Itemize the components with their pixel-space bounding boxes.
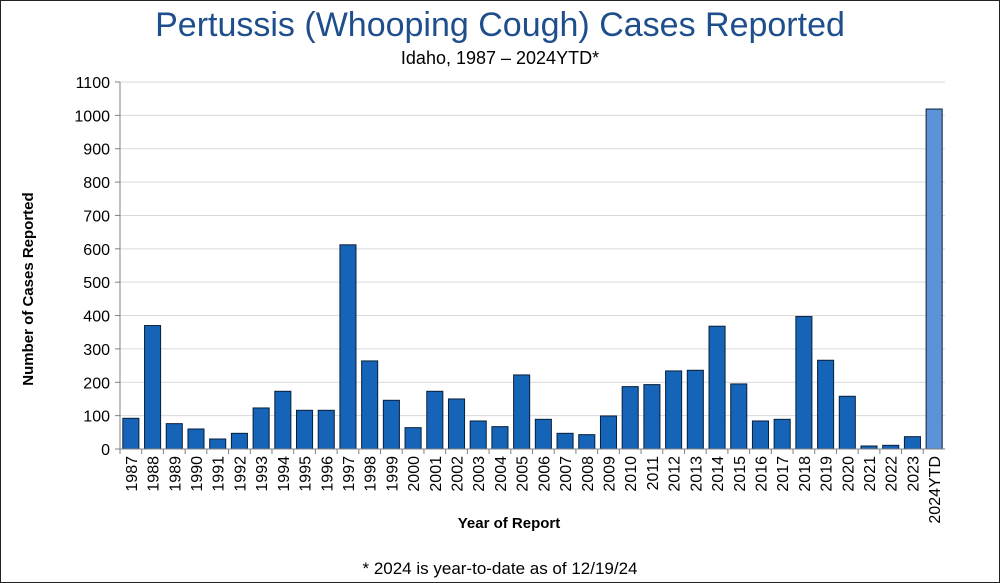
x-tick-label: 2012 bbox=[667, 456, 684, 492]
bar-2016 bbox=[751, 420, 769, 450]
x-tick-label: 2001 bbox=[428, 456, 445, 492]
bar-2003 bbox=[469, 420, 487, 450]
y-axis-title: Number of Cases Reported bbox=[20, 192, 37, 385]
bar-1992 bbox=[230, 432, 248, 450]
bar-1987 bbox=[122, 417, 140, 450]
x-tick-label: 2004 bbox=[493, 456, 510, 492]
y-tick-label: 400 bbox=[83, 309, 110, 326]
y-tick-label: 1000 bbox=[74, 108, 110, 125]
y-tick-label: 0 bbox=[101, 442, 110, 459]
y-tick-label: 700 bbox=[83, 208, 110, 225]
x-tick-label: 1999 bbox=[384, 456, 401, 492]
y-tick-label: 500 bbox=[83, 275, 110, 292]
bar-1994 bbox=[274, 390, 292, 450]
x-tick-label: 2021 bbox=[862, 456, 879, 492]
bar-2001 bbox=[426, 390, 444, 450]
footnote: * 2024 is year-to-date as of 12/19/24 bbox=[362, 559, 638, 578]
y-axis-ticks: 0 100 200 300 400 500 600 700 800 900 1000 1100 bbox=[74, 75, 120, 459]
chart-subtitle: Idaho, 1987 – 2024YTD* bbox=[400, 48, 600, 68]
x-tick-label: 1997 bbox=[341, 456, 358, 492]
x-tick-label: 2020 bbox=[840, 456, 857, 492]
y-tick-label: 900 bbox=[83, 142, 110, 159]
x-tick-label: 2000 bbox=[406, 456, 423, 492]
bar-1999 bbox=[382, 399, 400, 450]
x-tick-label: 1990 bbox=[189, 456, 206, 492]
x-tick-label: 2011 bbox=[645, 456, 662, 491]
y-tick-label: 300 bbox=[83, 342, 110, 359]
bar-1990 bbox=[187, 428, 205, 450]
bar-2006 bbox=[534, 418, 552, 450]
bar-1989 bbox=[165, 423, 183, 450]
x-tick-label: 1998 bbox=[363, 456, 380, 492]
y-tick-label: 600 bbox=[83, 242, 110, 259]
bar-2007 bbox=[556, 432, 574, 450]
bar-2002 bbox=[447, 398, 466, 450]
x-tick-label: 2010 bbox=[623, 456, 640, 492]
bar-2014 bbox=[708, 325, 726, 450]
x-tick-label: 2009 bbox=[601, 456, 618, 492]
bar-1996 bbox=[317, 409, 335, 450]
gridlines bbox=[120, 81, 945, 417]
x-tick-label: 2006 bbox=[536, 456, 553, 492]
x-tick-label: 1993 bbox=[254, 456, 271, 492]
bar-2024YTD bbox=[925, 108, 943, 450]
x-tick-label: 2013 bbox=[688, 456, 705, 492]
bar-2004 bbox=[491, 426, 509, 450]
y-tick-label: 1100 bbox=[76, 75, 111, 92]
x-tick-label: 2008 bbox=[580, 456, 597, 492]
x-axis-title: Year of Report bbox=[458, 515, 561, 532]
bar-2019 bbox=[817, 359, 835, 450]
x-tick-label: 2017 bbox=[775, 456, 792, 492]
x-tick-label: 2007 bbox=[558, 456, 575, 492]
bar-2000 bbox=[404, 427, 422, 450]
x-tick-label: 2023 bbox=[905, 456, 922, 492]
x-axis-ticks: 1987 1988 1989 1990 1991 1992 1993 1994 1995 1996… bbox=[119, 449, 944, 524]
bar-2018 bbox=[795, 316, 813, 450]
y-tick-label: 800 bbox=[83, 175, 110, 192]
bar-2012 bbox=[665, 370, 683, 450]
bar-1995 bbox=[296, 409, 314, 450]
bar-2022 bbox=[882, 444, 900, 450]
bar-1991 bbox=[209, 438, 227, 450]
x-tick-label: 2014 bbox=[710, 456, 727, 492]
chart-title: Pertussis (Whooping Cough) Cases Reporte… bbox=[155, 6, 845, 44]
x-tick-label: 2019 bbox=[819, 456, 836, 492]
bar-2020 bbox=[838, 395, 856, 450]
x-tick-label: 1991 bbox=[211, 456, 228, 492]
x-tick-label: 1995 bbox=[298, 456, 315, 492]
x-tick-label: 1992 bbox=[232, 456, 249, 492]
x-tick-label: 1989 bbox=[167, 456, 184, 492]
x-tick-label: 1987 bbox=[124, 456, 141, 492]
x-tick-label: 2003 bbox=[471, 456, 488, 492]
x-tick-label: 1996 bbox=[319, 456, 336, 492]
x-tick-label: 2024YTD bbox=[927, 456, 944, 524]
x-tick-label: 2016 bbox=[753, 456, 770, 492]
x-tick-label: 1994 bbox=[276, 456, 293, 492]
bar-1993 bbox=[252, 407, 270, 450]
x-tick-label: 2015 bbox=[732, 456, 749, 492]
bar-2008 bbox=[578, 434, 596, 450]
bar-2017 bbox=[773, 418, 791, 450]
x-tick-label: 2005 bbox=[515, 456, 532, 492]
bar-1998 bbox=[361, 360, 379, 450]
y-tick-label: 100 bbox=[83, 409, 110, 426]
bar-2023 bbox=[903, 436, 921, 450]
x-tick-label: 2002 bbox=[450, 456, 467, 492]
bar-2013 bbox=[686, 369, 704, 450]
bar-2015 bbox=[730, 383, 748, 450]
x-tick-label: 2018 bbox=[797, 456, 814, 492]
bar-1988 bbox=[144, 325, 162, 450]
bar-2011 bbox=[643, 384, 661, 450]
bar-1997 bbox=[339, 244, 357, 450]
bar-2009 bbox=[599, 415, 618, 450]
x-tick-label: 1988 bbox=[146, 456, 163, 492]
x-tick-label: 2022 bbox=[884, 456, 901, 492]
y-tick-label: 200 bbox=[83, 375, 110, 392]
bars bbox=[122, 108, 943, 450]
bar-2010 bbox=[621, 386, 639, 450]
bar-2005 bbox=[513, 374, 531, 450]
